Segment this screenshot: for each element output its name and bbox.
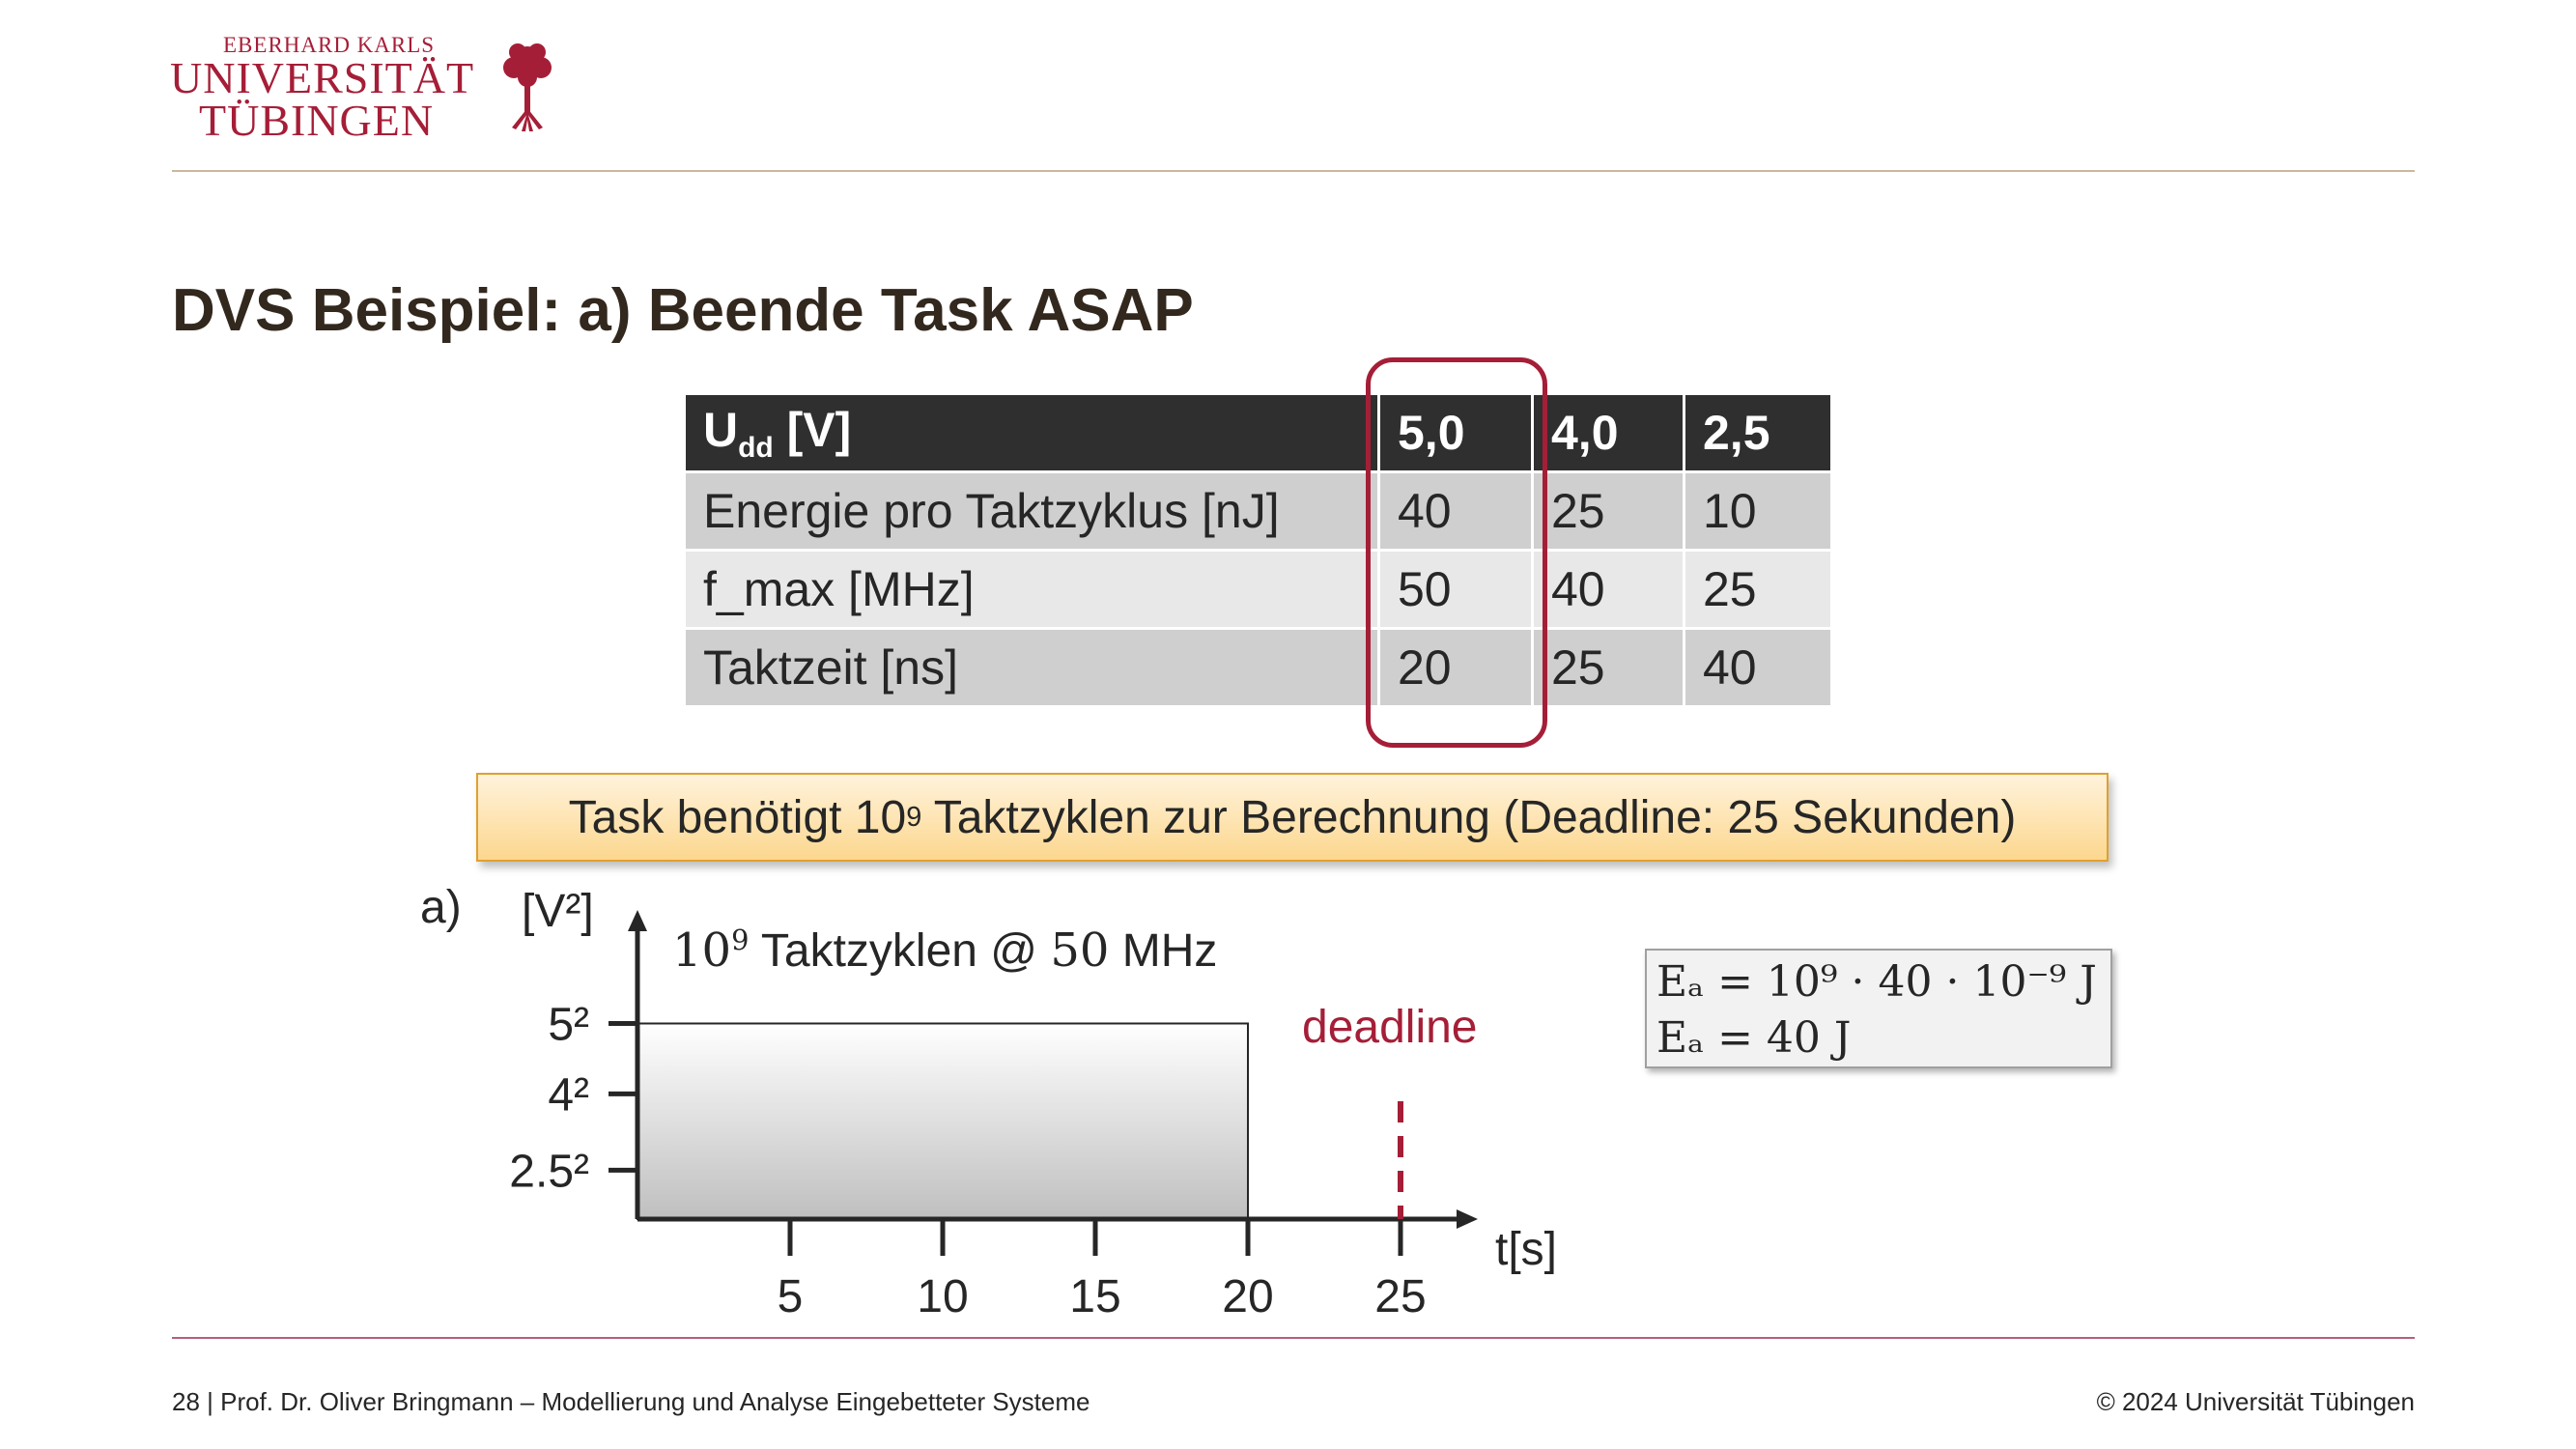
table-cell: 25: [1683, 549, 1833, 630]
deadline-label: deadline: [1302, 1002, 1478, 1053]
logo-line2: UNIVERSITÄT: [170, 53, 475, 102]
header-cell: 4,0: [1531, 392, 1685, 473]
header-label: Udd [V]: [683, 392, 1380, 473]
x-tick-label: 20: [1222, 1271, 1273, 1322]
logo-line3: TÜBINGEN: [199, 96, 435, 145]
footer-divider: [172, 1337, 2415, 1339]
table-cell: 40: [1531, 549, 1685, 630]
logo-line1: EBERHARD KARLS: [223, 33, 436, 57]
x-axis-label: t[s]: [1495, 1224, 1558, 1275]
table-cell: 10: [1683, 470, 1833, 552]
row-label: f_max [MHz]: [683, 549, 1380, 630]
table-cell: 25: [1531, 627, 1685, 708]
x-tick-label: 5: [778, 1271, 804, 1322]
table-row: Energie pro Taktzyklus [nJ] 40 25 10: [683, 470, 1833, 552]
voltage-bar: [637, 1022, 1249, 1220]
y-tick-label: 5²: [548, 1000, 589, 1051]
bar-label: 109 Taktzyklen @ 50 MHz: [672, 923, 1218, 978]
footer-left: 28 | Prof. Dr. Oliver Bringmann – Modell…: [172, 1387, 1090, 1416]
formula-line1: Eₐ = 10⁹ · 40 · 10⁻⁹ J: [1656, 957, 2097, 1007]
y-tick-label: 2.5²: [509, 1146, 589, 1197]
banner-text-before: Task benötigt 10: [568, 791, 907, 843]
table-cell: 50: [1377, 549, 1534, 630]
table-cell: 25: [1531, 470, 1685, 552]
header-cell: 5,0: [1377, 392, 1534, 473]
x-tick-label: 10: [917, 1271, 968, 1322]
slide-title: DVS Beispiel: a) Beende Task ASAP: [172, 277, 1194, 344]
banner-text-after: Taktzyklen zur Berechnung (Deadline: 25 …: [921, 791, 2017, 843]
header-divider: [172, 170, 2415, 172]
task-banner: Task benötigt 10 9 Taktzyklen zur Berechn…: [476, 773, 2109, 862]
column-highlight: [1366, 357, 1547, 748]
formula-line2: Eₐ = 40 J: [1656, 1013, 1852, 1063]
x-tick-label: 25: [1374, 1271, 1426, 1322]
y-axis-label: [V²]: [522, 886, 594, 937]
y-axis-arrow: [628, 910, 647, 931]
row-label: Taktzeit [ns]: [683, 627, 1380, 708]
footer-right: © 2024 Universität Tübingen: [2096, 1387, 2415, 1416]
table-cell: 20: [1377, 627, 1534, 708]
banner-exponent: 9: [906, 801, 922, 833]
y-tick-label: 4²: [548, 1069, 589, 1121]
x-axis-arrow: [1457, 1209, 1478, 1229]
table-header-row: Udd [V] 5,0 4,0 2,5: [683, 392, 1833, 473]
energy-formula-box: Eₐ = 10⁹ · 40 · 10⁻⁹ J Eₐ = 40 J: [1645, 949, 2112, 1068]
table-cell: 40: [1377, 470, 1534, 552]
tree-icon: [503, 43, 552, 131]
table-cell: 40: [1683, 627, 1833, 708]
table-row: Taktzeit [ns] 20 25 40: [683, 627, 1833, 708]
row-label: Energie pro Taktzyklus [nJ]: [683, 470, 1380, 552]
voltage-table: Udd [V] 5,0 4,0 2,5 Energie pro Taktzykl…: [683, 392, 1833, 708]
part-label: a): [420, 882, 462, 933]
header-cell: 2,5: [1683, 392, 1833, 473]
x-tick-label: 15: [1069, 1271, 1120, 1322]
table-row: f_max [MHz] 50 40 25: [683, 549, 1833, 630]
